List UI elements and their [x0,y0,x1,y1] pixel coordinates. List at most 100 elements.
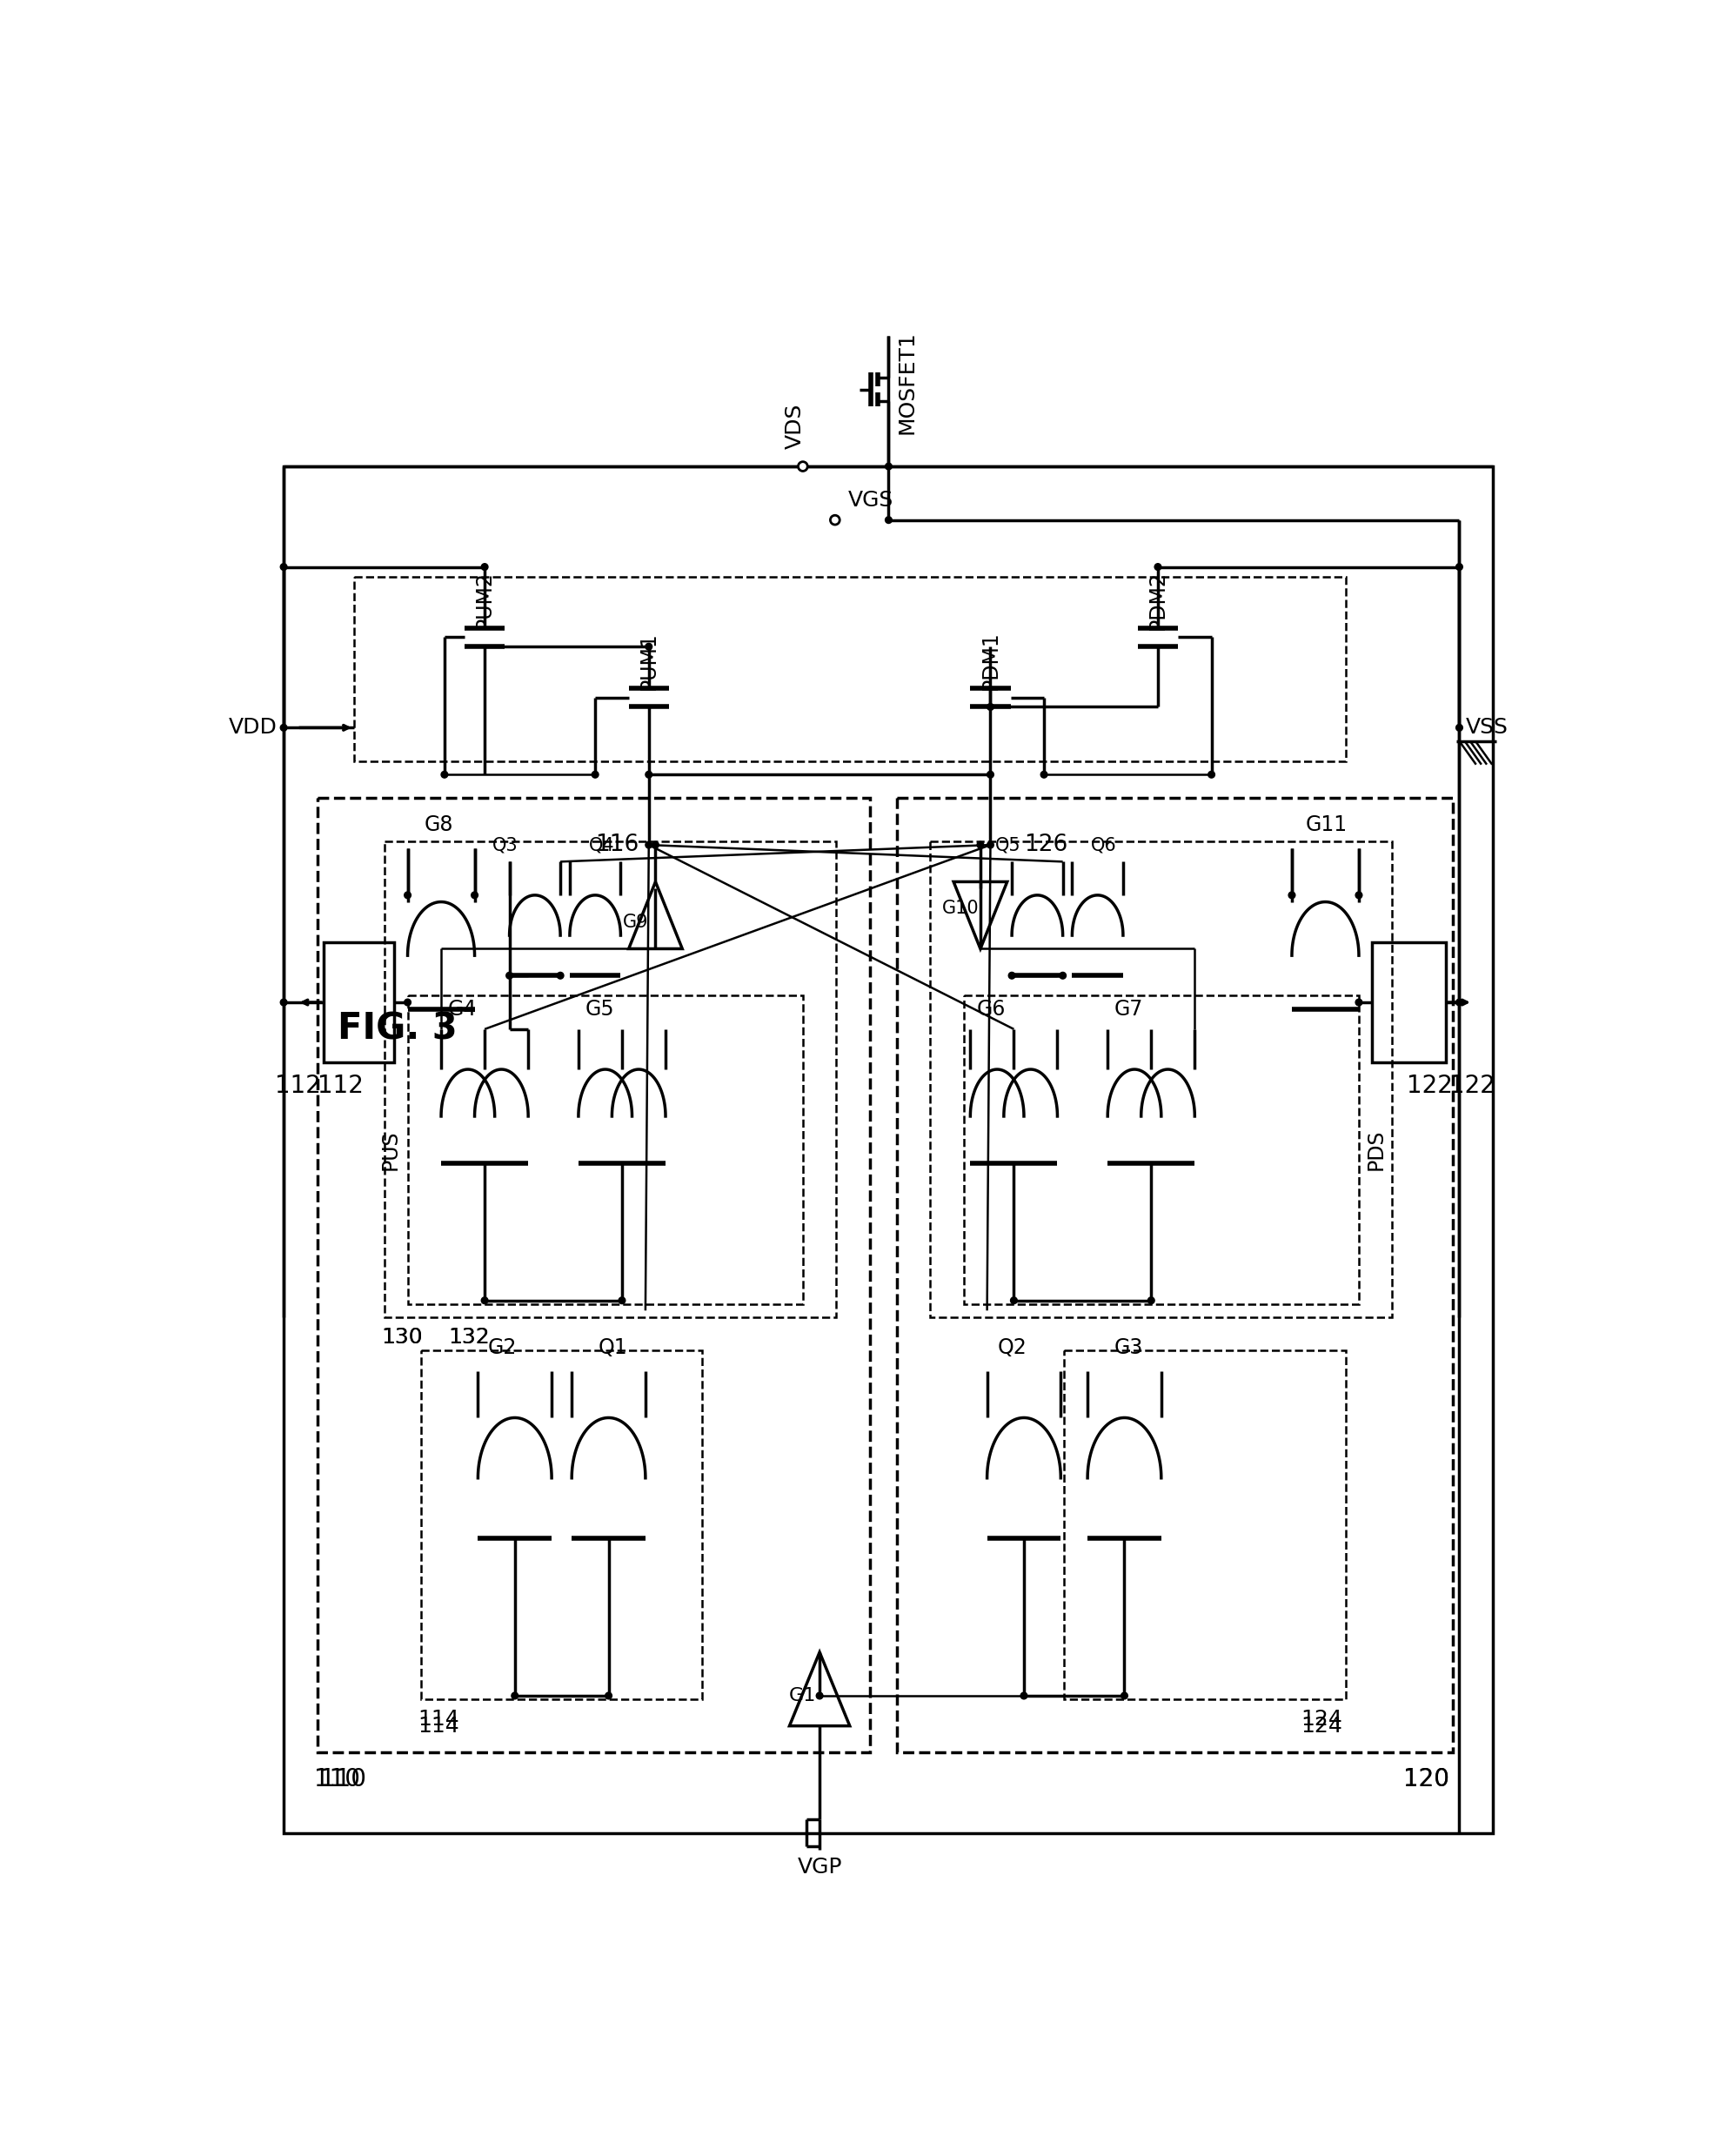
Circle shape [280,563,287,569]
Text: G4: G4 [447,998,476,1020]
Text: G5: G5 [585,998,614,1020]
Bar [407,996,803,1304]
Text: 130: 130 [381,1326,423,1348]
Bar [1372,942,1446,1063]
Circle shape [592,772,599,778]
Text: 130: 130 [381,1326,423,1348]
Text: G2: G2 [488,1337,518,1358]
Text: PUS: PUS [380,1130,400,1171]
Circle shape [885,517,892,524]
Text: Q5: Q5 [994,837,1020,854]
Circle shape [442,772,447,778]
Circle shape [1355,893,1362,899]
Text: G11: G11 [1305,815,1346,834]
Circle shape [482,1298,488,1304]
Text: 110: 110 [314,1768,361,1792]
Circle shape [1457,563,1462,569]
Circle shape [1289,893,1294,899]
Circle shape [1457,998,1462,1005]
Circle shape [280,724,287,731]
Circle shape [885,464,892,470]
Text: G9: G9 [623,914,649,931]
Text: MOSFET1: MOSFET1 [896,332,918,433]
Circle shape [646,772,652,778]
Text: Q6: Q6 [1091,837,1117,854]
Bar [1065,1350,1346,1699]
Bar [385,841,837,1317]
Text: VDS: VDS [784,403,806,448]
Circle shape [1008,972,1015,979]
Circle shape [1041,772,1048,778]
Circle shape [797,461,808,472]
Circle shape [1148,1298,1155,1304]
Bar [318,798,870,1753]
Circle shape [987,841,994,847]
Text: VGP: VGP [797,1856,842,1878]
Circle shape [816,1692,823,1699]
Text: VSS: VSS [1465,718,1509,737]
Circle shape [511,1692,518,1699]
Text: Q4: Q4 [589,837,614,854]
Text: G8: G8 [425,815,454,834]
Text: 122: 122 [1450,1074,1495,1097]
Circle shape [404,893,411,899]
Bar [896,798,1453,1753]
Text: PDS: PDS [1365,1130,1386,1171]
Text: VGS: VGS [849,489,894,511]
Circle shape [1020,1692,1027,1699]
Text: Q3: Q3 [492,837,518,854]
Text: 114: 114 [418,1716,459,1736]
Text: Q1: Q1 [599,1337,628,1358]
Text: 114: 114 [418,1710,459,1729]
Text: 112: 112 [318,1074,362,1097]
Bar [354,578,1346,761]
Circle shape [646,642,652,649]
Text: 112: 112 [274,1074,321,1097]
Text: PUM1: PUM1 [639,632,659,690]
Text: G1: G1 [789,1686,816,1705]
Text: G3: G3 [1115,1337,1143,1358]
Text: G7: G7 [1115,998,1143,1020]
Text: 116: 116 [595,834,639,856]
Circle shape [506,972,513,979]
Circle shape [482,563,488,569]
Circle shape [1122,1692,1127,1699]
Circle shape [404,998,411,1005]
Text: 124: 124 [1300,1716,1343,1736]
Text: PDM1: PDM1 [980,632,1001,690]
Circle shape [987,703,994,709]
Text: PUM2: PUM2 [475,571,495,630]
Circle shape [1060,972,1067,979]
Text: G10: G10 [942,899,979,916]
Text: 132: 132 [447,1326,490,1348]
Text: FIG. 3: FIG. 3 [337,1011,457,1048]
Circle shape [557,972,564,979]
Circle shape [1208,772,1215,778]
Text: Q2: Q2 [998,1337,1027,1358]
Text: 110: 110 [321,1768,366,1792]
Text: 122: 122 [1407,1074,1453,1097]
Text: 132: 132 [447,1326,490,1348]
Circle shape [1457,724,1462,731]
Text: VDD: VDD [228,718,276,737]
Text: PDM2: PDM2 [1148,571,1169,630]
Circle shape [606,1692,613,1699]
Circle shape [471,893,478,899]
Circle shape [618,1298,625,1304]
Circle shape [1155,563,1162,569]
Bar [324,942,394,1063]
Text: 120: 120 [1403,1768,1450,1792]
Bar [963,996,1358,1304]
Text: 124: 124 [1300,1710,1343,1729]
Circle shape [280,998,287,1005]
Circle shape [830,515,839,524]
Circle shape [646,841,652,847]
Text: 120: 120 [1403,1768,1450,1792]
Circle shape [987,772,994,778]
Circle shape [1010,1298,1017,1304]
Bar [283,466,1493,1833]
Bar [421,1350,702,1699]
Circle shape [977,841,984,847]
Circle shape [1355,998,1362,1005]
Text: 126: 126 [1024,834,1068,856]
